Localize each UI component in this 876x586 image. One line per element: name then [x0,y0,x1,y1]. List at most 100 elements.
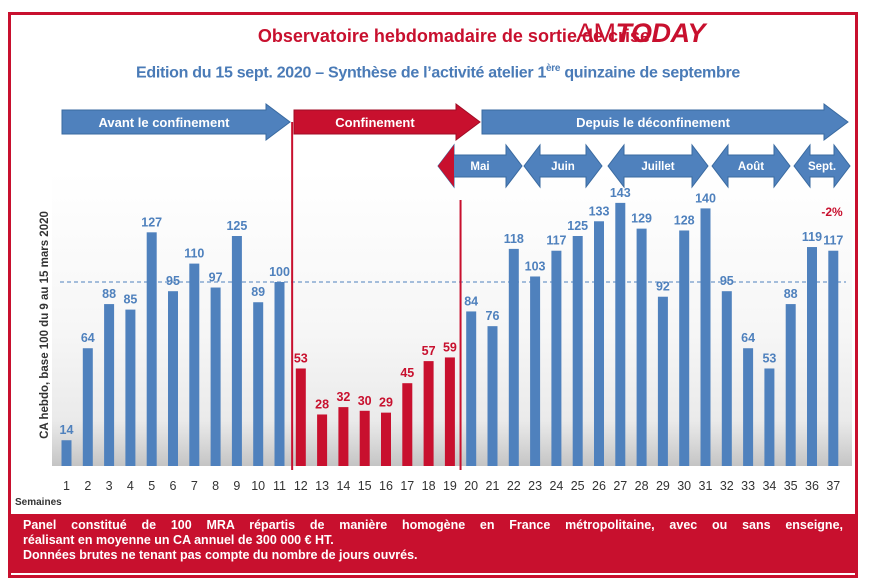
data-label: 110 [184,247,204,261]
phase-arrow [61,103,291,141]
month-arrow [523,143,603,189]
data-label: 30 [358,394,372,408]
x-tick-label: 33 [741,479,755,493]
bar [104,304,115,466]
data-label: 92 [656,280,670,294]
x-tick-label: 36 [805,479,819,493]
bar [679,230,690,466]
data-label: 119 [802,230,822,244]
bar [572,236,583,466]
bar [466,311,477,466]
bar [615,202,626,466]
data-label: 59 [443,340,457,354]
x-tick-label: 24 [549,479,563,493]
x-tick-label: 18 [422,479,436,493]
x-tick-label: 4 [127,479,134,493]
phase-label: Depuis le déconfinement [576,115,731,130]
x-tick-label: 3 [106,479,113,493]
data-label: 95 [720,274,734,288]
data-label: 100 [269,265,290,279]
y-axis-label: CA hebdo, base 100 du 9 au 15 mars 2020 [39,211,51,439]
x-tick-label: 34 [762,479,776,493]
x-tick-label: 31 [699,479,713,493]
bar [61,440,72,466]
bar [487,326,498,466]
x-tick-label: 27 [613,479,627,493]
phase-label: Avant le confinement [99,115,231,130]
x-tick-label: 12 [294,479,308,493]
x-tick-label: 35 [784,479,798,493]
x-tick-label: 6 [170,479,177,493]
data-label: 29 [379,396,393,410]
bar [359,410,370,466]
bar [423,361,434,466]
data-label: 143 [610,186,631,200]
data-label: 97 [209,271,223,285]
month-label: Mai [470,161,489,173]
data-label: 57 [422,344,436,358]
x-tick-label: 17 [400,479,414,493]
bar [743,348,754,466]
data-label: 45 [400,366,414,380]
data-label: 128 [674,213,695,227]
data-label: 95 [166,274,180,288]
data-label: 88 [784,287,798,301]
bar [764,368,775,466]
bar [82,348,93,466]
x-tick-label: 13 [315,479,329,493]
phase-arrow [293,103,481,141]
annotation-minus-2pct: -2% [821,205,843,219]
x-tick-label: 10 [251,479,265,493]
bar [231,236,242,466]
month-arrow [607,143,709,189]
month-arrow [711,143,791,189]
bar [700,208,711,466]
x-tick-label: 14 [336,479,350,493]
x-tick-label: 30 [677,479,691,493]
phase-arrow [481,103,849,141]
data-label: 118 [504,232,524,246]
x-tick-label: 26 [592,479,606,493]
x-tick-label: 23 [528,479,542,493]
bar [807,247,817,466]
x-tick-label: 7 [191,479,198,493]
bar [828,250,839,466]
bar [551,250,562,466]
x-tick-label: 21 [486,479,500,493]
month-arrow [793,143,851,189]
data-label: 85 [123,293,137,307]
data-label: 88 [102,287,116,301]
bar [785,304,796,466]
x-axis-label: Semaines [15,497,62,508]
footer-line-1: Panel constitué de 100 MRA répartis de m… [23,518,843,532]
x-tick-label: 25 [571,479,585,493]
x-tick-label: 11 [273,479,286,493]
x-tick-label: 16 [379,479,393,493]
bar [381,412,391,466]
bar [274,282,285,466]
bar [657,296,668,466]
chart-title: Observatoire hebdomadaire de sortie de c… [257,26,650,46]
bar [636,228,647,466]
x-tick-label: 2 [84,479,91,493]
bar [168,291,178,466]
brand-logo: AMTODAY [576,18,706,48]
data-label: 64 [741,331,755,345]
bar [146,232,157,466]
bar [721,291,732,466]
data-label: 103 [525,259,546,273]
x-tick-label: 5 [148,479,155,493]
bar [189,263,200,466]
month-arrow-red-tip [438,145,454,187]
x-tick-label: 15 [358,479,372,493]
data-label: 117 [823,234,843,248]
data-label: 127 [141,215,162,229]
x-tick-label: 9 [233,479,240,493]
x-tick-label: 20 [464,479,478,493]
bar [338,407,349,466]
bar [253,302,264,466]
data-label: 53 [294,351,308,365]
month-label: Août [738,161,764,173]
data-label: 84 [464,294,478,308]
bar-chart: 1416428838541275956110797812598910100115… [15,103,852,508]
